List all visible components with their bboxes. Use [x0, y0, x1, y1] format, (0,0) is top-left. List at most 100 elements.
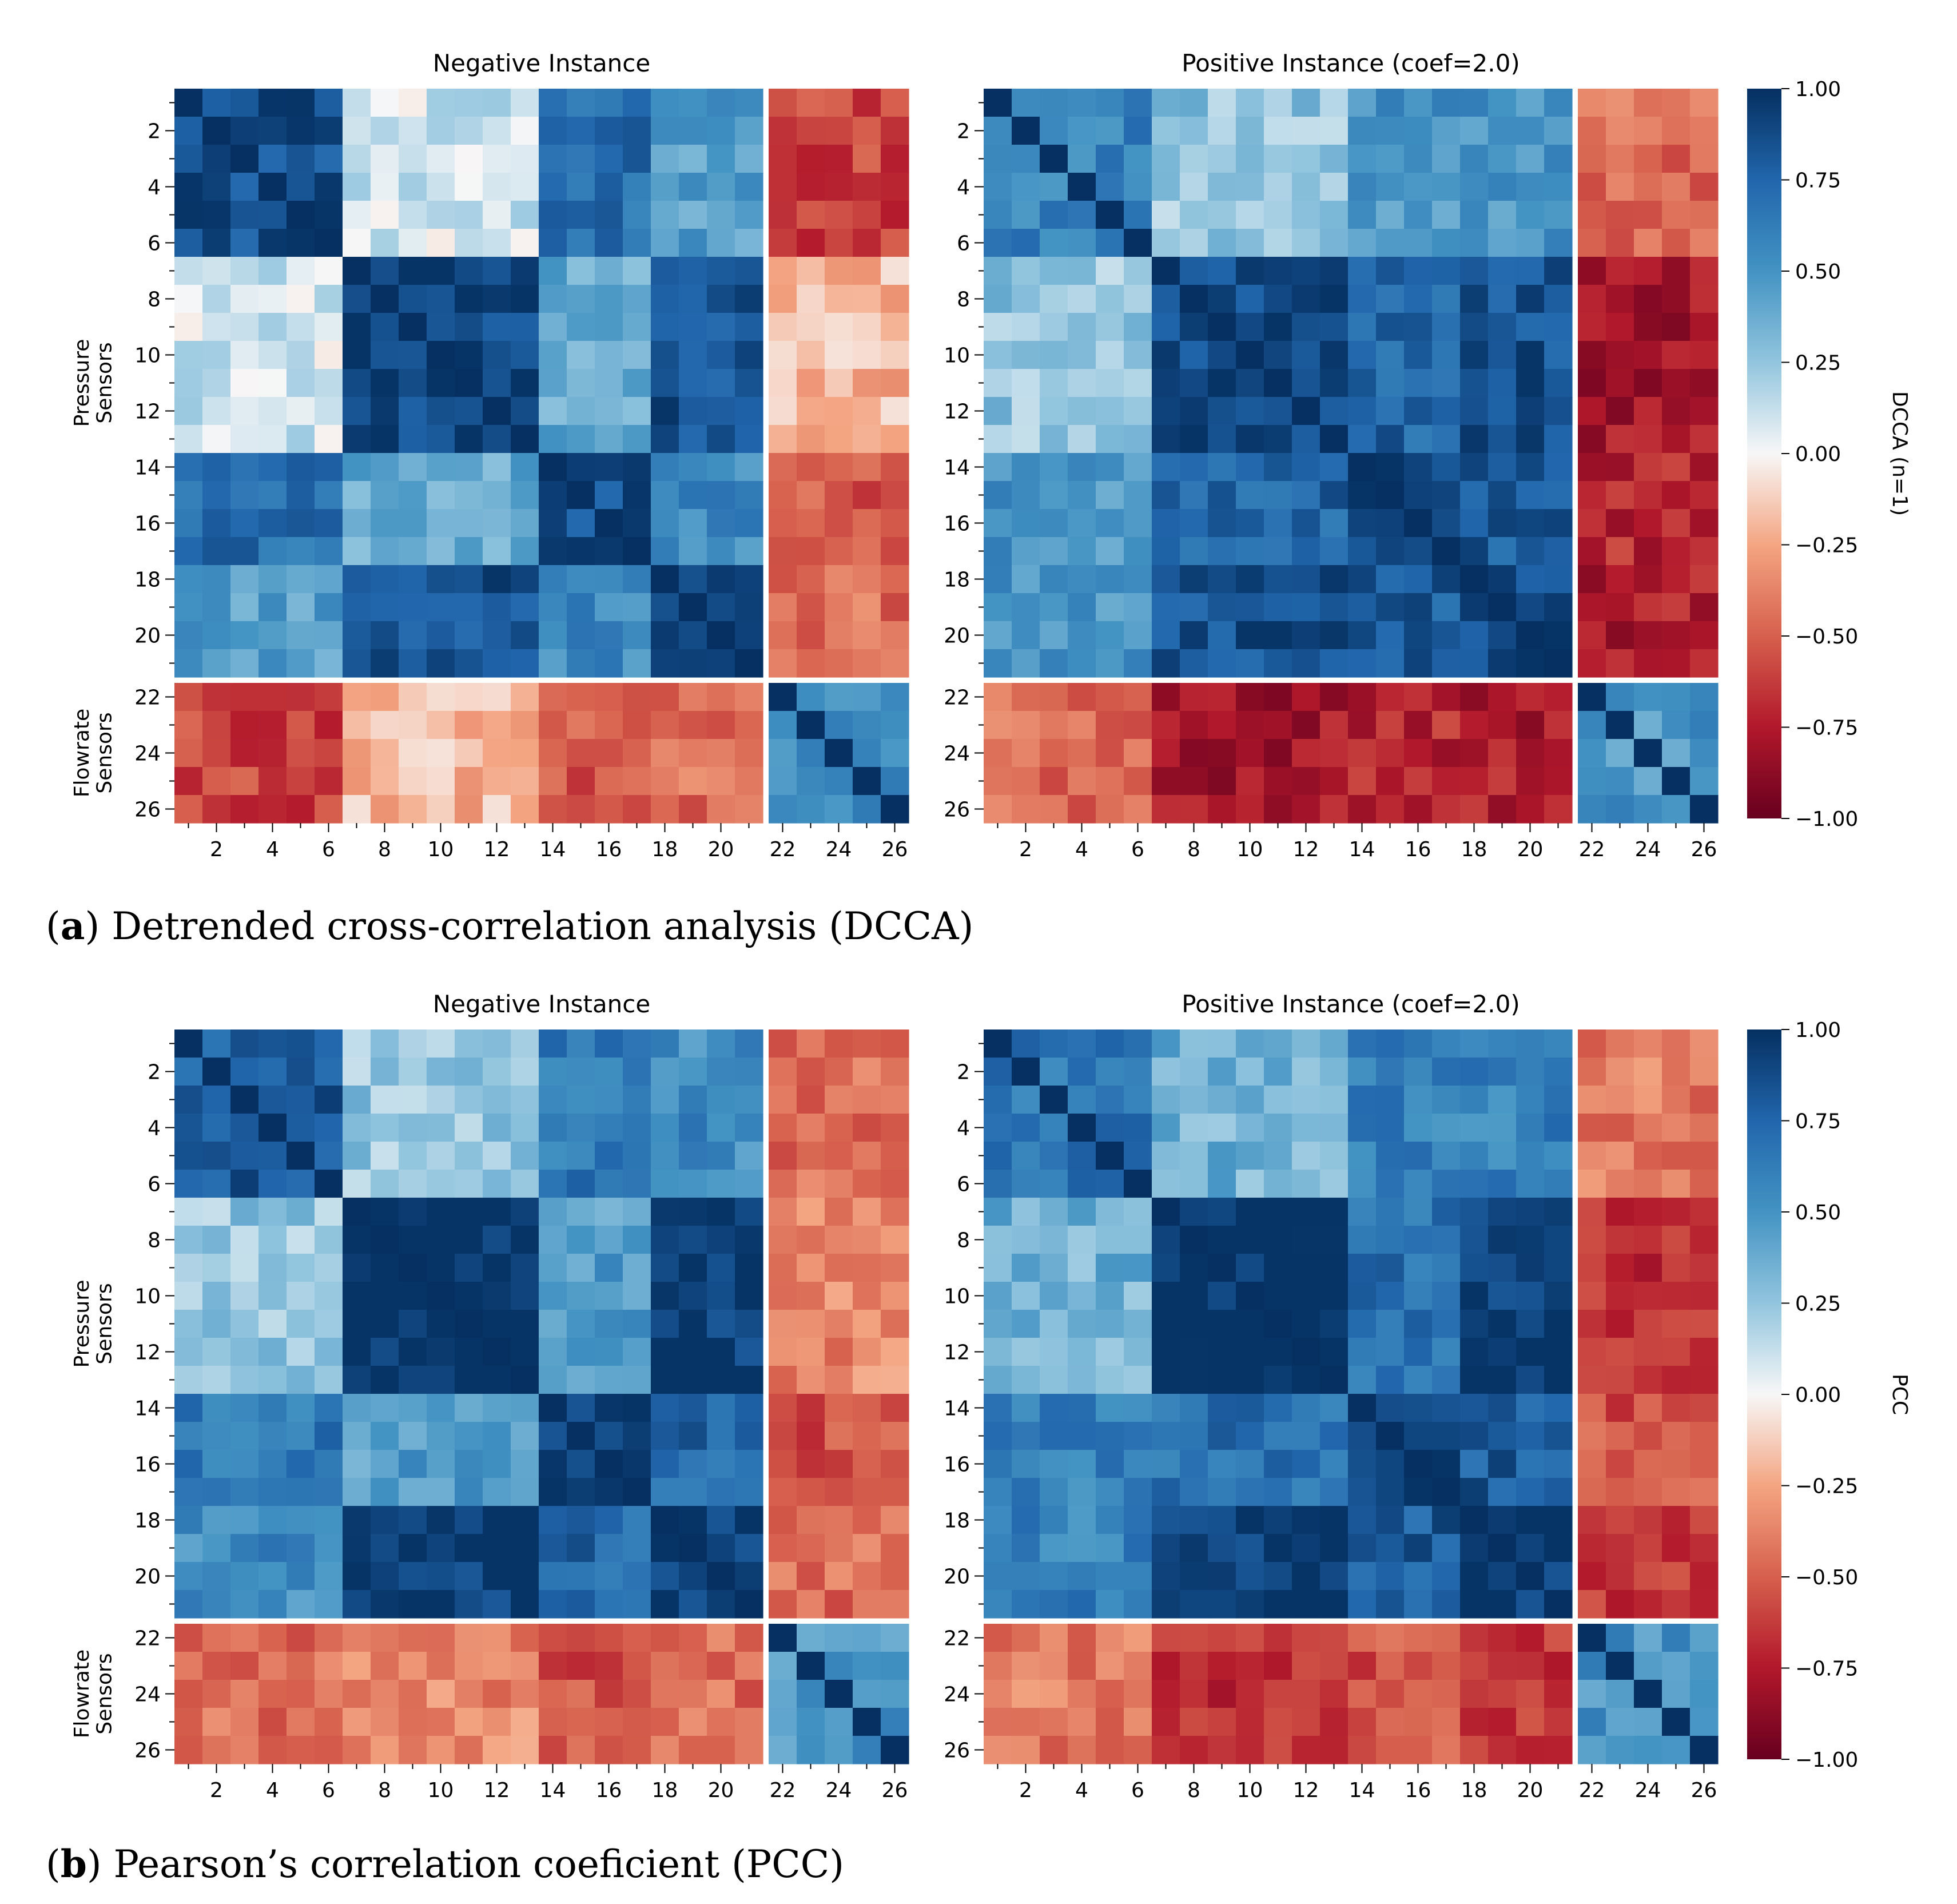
- heatmap-cell: [1516, 1170, 1545, 1198]
- heatmap-cell: [1634, 173, 1662, 201]
- heatmap-cell: [511, 1282, 539, 1310]
- heatmap-cell: [881, 1142, 909, 1170]
- heatmap-cell: [984, 89, 1012, 117]
- heatmap-cell: [1208, 537, 1236, 566]
- heatmap-cell: [202, 565, 231, 594]
- heatmap-cell: [258, 1282, 287, 1310]
- heatmap-cell: [1152, 285, 1180, 313]
- heatmap-cell: [1634, 369, 1662, 398]
- heatmap-cell: [539, 173, 567, 201]
- heatmap-cell: [1068, 341, 1096, 369]
- heatmap-cell: [202, 593, 231, 622]
- heatmap-cell: [343, 1029, 371, 1058]
- heatmap-cell: [1152, 481, 1180, 510]
- heatmap-cell: [371, 1478, 399, 1506]
- heatmap-cell: [853, 1086, 881, 1114]
- heatmap-cell: [1124, 257, 1152, 285]
- heatmap-cell: [1348, 683, 1377, 711]
- heatmap-cell: [399, 537, 427, 566]
- heatmap-cell: [1124, 739, 1152, 768]
- heatmap-cell: [1040, 711, 1068, 740]
- heatmap-cell: [1124, 683, 1152, 711]
- heatmap-cell: [539, 1198, 567, 1226]
- heatmap-cell: [825, 1652, 853, 1680]
- heatmap-cell: [651, 509, 679, 538]
- heatmap-cell: [202, 1029, 231, 1058]
- heatmap-cell: [1460, 509, 1489, 538]
- heatmap-cell: [258, 1254, 287, 1282]
- heatmap-cell: [1606, 173, 1634, 201]
- heatmap-cell: [735, 1394, 763, 1422]
- heatmap-cell: [1404, 1114, 1433, 1142]
- heatmap-cell: [1040, 1394, 1068, 1422]
- heatmap-cell: [1236, 767, 1264, 796]
- heatmap-cell: [797, 1624, 825, 1652]
- heatmap-cell: [623, 649, 651, 678]
- heatmap-cell: [1124, 313, 1152, 341]
- heatmap-cell: [1516, 1394, 1545, 1422]
- colorbar-tick-label: 1.00: [1795, 78, 1841, 101]
- heatmap-cell: [1320, 117, 1349, 145]
- heatmap-cell: [399, 1680, 427, 1708]
- heatmap-cell: [174, 593, 203, 622]
- heatmap-cell: [1096, 1029, 1124, 1058]
- heatmap-cell: [371, 1590, 399, 1619]
- heatmap-cell: [1040, 1624, 1068, 1652]
- heatmap-cell: [1040, 767, 1068, 796]
- x-tick-label: 6: [1131, 1779, 1144, 1802]
- heatmap-cell: [707, 1562, 735, 1591]
- heatmap-cell: [174, 89, 203, 117]
- heatmap-cell: [1040, 1478, 1068, 1506]
- heatmap-cell: [1012, 509, 1040, 538]
- heatmap-cell: [258, 1226, 287, 1254]
- heatmap-cell: [1432, 711, 1461, 740]
- heatmap-cell: [1264, 173, 1292, 201]
- heatmap-cell: [1516, 453, 1545, 482]
- heatmap-cell: [202, 341, 231, 369]
- heatmap-cell: [797, 739, 825, 768]
- heatmap-cell: [343, 481, 371, 510]
- y-tick-label: 16: [134, 512, 161, 536]
- heatmap-cell: [1180, 481, 1208, 510]
- heatmap-cell: [1460, 201, 1489, 229]
- heatmap-cell: [707, 117, 735, 145]
- heatmap-cell: [651, 1310, 679, 1338]
- heatmap-cell: [1124, 767, 1152, 796]
- heatmap-cell: [1460, 1310, 1489, 1338]
- heatmap-cell: [483, 1254, 511, 1282]
- heatmap-cell: [230, 1534, 259, 1563]
- heatmap-cell: [343, 313, 371, 341]
- heatmap-cell: [853, 1422, 881, 1450]
- heatmap-cell: [1376, 1562, 1405, 1591]
- heatmap-cell: [1662, 257, 1691, 285]
- heatmap-cell: [427, 1394, 455, 1422]
- heatmap-cell: [1488, 313, 1517, 341]
- heatmap-cell: [483, 1590, 511, 1619]
- heatmap-cell: [287, 341, 315, 369]
- heatmap-cell: [1432, 1506, 1461, 1535]
- heatmap-cell: [343, 145, 371, 173]
- heatmap-cell: [230, 1142, 259, 1170]
- heatmap-cell: [797, 711, 825, 740]
- heatmap-cell: [1488, 593, 1517, 622]
- heatmap-cell: [1404, 481, 1433, 510]
- heatmap-cell: [1124, 1394, 1152, 1422]
- heatmap-cell: [853, 1366, 881, 1394]
- heatmap-cell: [1152, 565, 1180, 594]
- heatmap-cell: [1662, 1226, 1691, 1254]
- heatmap-cell: [797, 1680, 825, 1708]
- heatmap-cell: [287, 565, 315, 594]
- y-tick-label: 12: [134, 400, 161, 424]
- heatmap-cell: [1376, 1114, 1405, 1142]
- heatmap-cell: [881, 397, 909, 426]
- heatmap-cell: [651, 1652, 679, 1680]
- heatmap-cell: [595, 1590, 623, 1619]
- heatmap-cell: [595, 1029, 623, 1058]
- heatmap-cell: [343, 117, 371, 145]
- heatmap-cell: [174, 173, 203, 201]
- heatmap-cell: [707, 739, 735, 768]
- heatmap-cell: [1264, 1708, 1292, 1736]
- heatmap-cell: [881, 1562, 909, 1591]
- heatmap-cell: [1690, 593, 1719, 622]
- heatmap-cell: [399, 1170, 427, 1198]
